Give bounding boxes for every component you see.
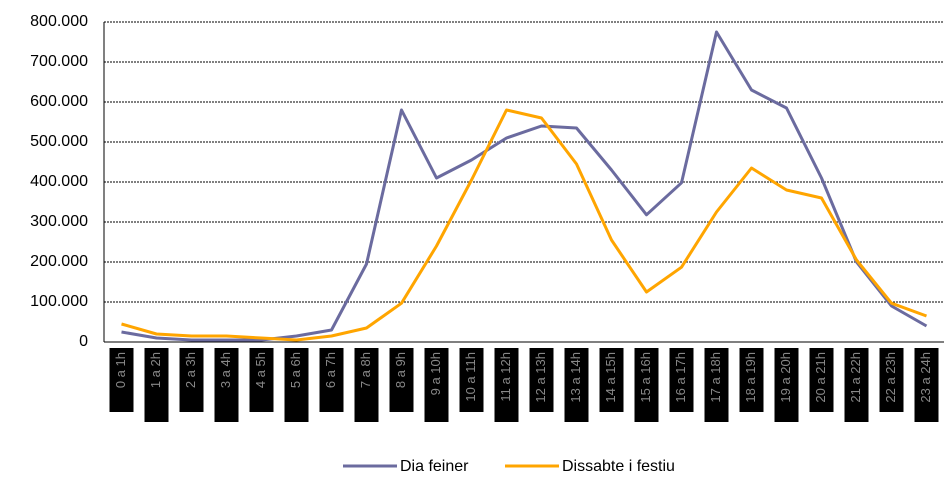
- x-tick-label: 14 a 15h: [603, 352, 618, 403]
- x-tick-label: 4 a 5h: [253, 352, 268, 388]
- x-label-box: [284, 348, 309, 422]
- x-tick-label: 22 a 23h: [883, 352, 898, 403]
- x-tick-label: 0 a 1h: [113, 352, 128, 388]
- x-tick-label: 6 a 7h: [323, 352, 338, 388]
- x-tick-label: 20 a 21h: [813, 352, 828, 403]
- x-label-box: [599, 348, 624, 412]
- y-tick-label: 600.000: [30, 93, 88, 110]
- x-tick-label: 19 a 20h: [778, 352, 793, 403]
- x-tick-label: 5 a 6h: [288, 352, 303, 388]
- x-tick-label: 23 a 24h: [918, 352, 933, 403]
- x-label-box: [214, 348, 239, 422]
- x-tick-label: 7 a 8h: [358, 352, 373, 388]
- x-label-box: [109, 348, 134, 412]
- y-tick-label: 400.000: [30, 173, 88, 190]
- x-label-box: [914, 348, 939, 422]
- x-label-box: [424, 348, 449, 422]
- x-label-box: [704, 348, 729, 422]
- x-tick-label: 2 a 3h: [183, 352, 198, 388]
- x-tick-label: 18 a 19h: [743, 352, 758, 403]
- x-label-box: [144, 348, 169, 422]
- x-label-box: [389, 348, 414, 412]
- x-label-box: [844, 348, 869, 422]
- y-tick-label: 100.000: [30, 293, 88, 310]
- x-label-box: [179, 348, 204, 412]
- legend-label: Dissabte i festiu: [562, 458, 675, 475]
- x-label-box: [739, 348, 764, 412]
- x-label-box: [879, 348, 904, 412]
- x-tick-label: 15 a 16h: [638, 352, 653, 403]
- legend-label: Dia feiner: [400, 458, 469, 475]
- x-label-box: [634, 348, 659, 422]
- x-label-box: [354, 348, 379, 422]
- x-label-box: [529, 348, 554, 412]
- x-tick-label: 9 a 10h: [428, 352, 443, 395]
- series-line: [121, 108, 928, 342]
- x-label-box: [669, 348, 694, 412]
- x-label-box: [774, 348, 799, 422]
- x-tick-label: 12 a 13h: [533, 352, 548, 403]
- y-tick-label: 300.000: [30, 213, 88, 230]
- x-label-box: [809, 348, 834, 412]
- y-tick-label: 800.000: [30, 13, 88, 30]
- x-label-box: [249, 348, 274, 412]
- x-tick-label: 10 a 11h: [463, 352, 478, 402]
- x-label-box: [494, 348, 519, 422]
- x-label-box: [319, 348, 344, 412]
- series-line: [121, 30, 928, 342]
- y-tick-label: 500.000: [30, 133, 88, 150]
- y-tick-label: 0: [79, 333, 88, 350]
- x-tick-label: 16 a 17h: [673, 352, 688, 403]
- x-tick-label: 3 a 4h: [218, 352, 233, 388]
- x-tick-label: 8 a 9h: [393, 352, 408, 388]
- y-tick-label: 700.000: [30, 53, 88, 70]
- y-tick-label: 200.000: [30, 253, 88, 270]
- x-tick-label: 11 a 12h: [498, 352, 513, 402]
- x-label-box: [459, 348, 484, 412]
- x-tick-label: 1 a 2h: [148, 352, 163, 388]
- x-label-box: [564, 348, 589, 422]
- x-tick-label: 13 a 14h: [568, 352, 583, 403]
- x-tick-label: 21 a 22h: [848, 352, 863, 403]
- x-tick-label: 17 a 18h: [708, 352, 723, 403]
